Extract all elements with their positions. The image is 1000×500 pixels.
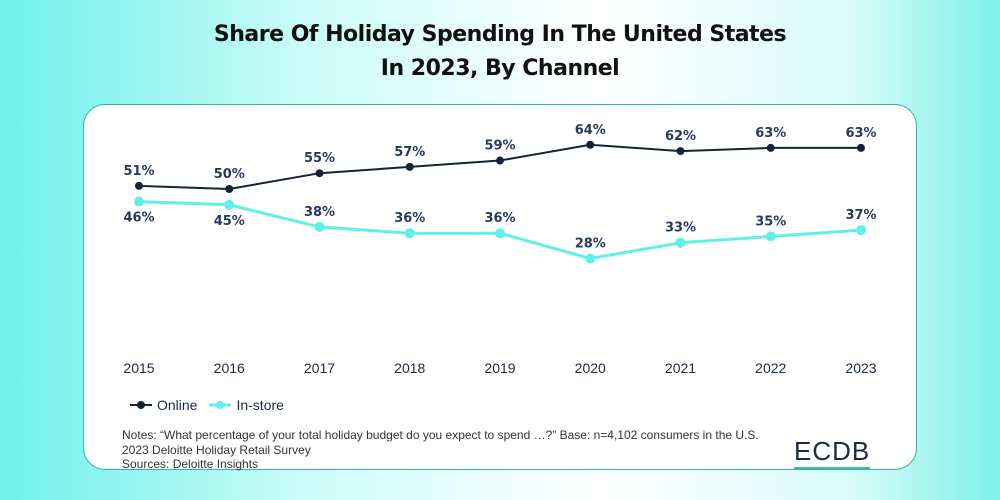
data-label: 36% (394, 211, 425, 226)
data-point (676, 147, 685, 156)
legend: Online In-store (130, 397, 290, 413)
data-point (404, 228, 415, 239)
data-label: 63% (845, 126, 876, 141)
data-label: 45% (214, 214, 245, 229)
ecdb-logo: ECDB (794, 437, 871, 469)
data-point (766, 143, 775, 152)
data-label: 46% (123, 211, 154, 226)
data-label: 64% (575, 123, 606, 138)
x-tick-label: 2018 (394, 360, 425, 376)
legend-item-in-store: In-store (209, 397, 284, 413)
data-point (495, 228, 505, 239)
online-marker-icon (130, 401, 152, 409)
legend-label: Online (157, 397, 198, 413)
data-label: 63% (755, 126, 786, 141)
data-label: 38% (304, 205, 335, 220)
chart-card (83, 104, 917, 470)
title-line-1: Share Of Holiday Spending In The United … (213, 22, 787, 47)
data-point (765, 231, 776, 242)
data-point (856, 225, 866, 236)
data-label: 36% (484, 211, 515, 226)
data-label: 62% (665, 129, 696, 144)
data-point (135, 181, 143, 190)
in-store-marker-icon (209, 401, 232, 409)
sources-text: Sources: Deloitte Insights (122, 457, 259, 471)
x-tick-label: 2016 (214, 360, 245, 376)
data-label: 28% (575, 237, 606, 252)
legend-label: In-store (236, 397, 284, 413)
x-tick-label: 2023 (845, 360, 876, 376)
notes: Notes: “What percentage of your total ho… (122, 428, 762, 472)
data-point (496, 156, 504, 165)
data-label: 57% (394, 145, 425, 160)
data-label: 50% (214, 167, 245, 182)
notes-text: Notes: “What percentage of your total ho… (122, 428, 759, 457)
x-tick-label: 2019 (484, 360, 515, 376)
x-tick-label: 2021 (665, 360, 696, 376)
data-point (405, 162, 414, 171)
x-tick-label: 2017 (304, 360, 335, 376)
x-tick-label: 2022 (755, 360, 786, 376)
data-point (224, 199, 235, 210)
data-label: 55% (304, 151, 335, 166)
data-point (225, 185, 234, 193)
legend-item-online: Online (130, 397, 197, 413)
data-label: 33% (665, 221, 696, 236)
data-label: 37% (845, 208, 876, 223)
data-point (315, 169, 324, 178)
data-point (314, 221, 325, 232)
x-tick-label: 2020 (575, 360, 606, 376)
data-point (675, 237, 686, 248)
data-label: 51% (123, 164, 154, 179)
chart-title: Share Of Holiday Spending In The United … (0, 18, 1000, 86)
x-tick-label: 2015 (123, 360, 154, 376)
data-point (134, 196, 144, 207)
data-point (585, 253, 596, 264)
data-label: 35% (755, 214, 786, 229)
data-point (586, 140, 595, 149)
title-line-2: In 2023, By Channel (380, 56, 620, 81)
data-point (857, 143, 865, 152)
data-label: 59% (484, 139, 515, 154)
